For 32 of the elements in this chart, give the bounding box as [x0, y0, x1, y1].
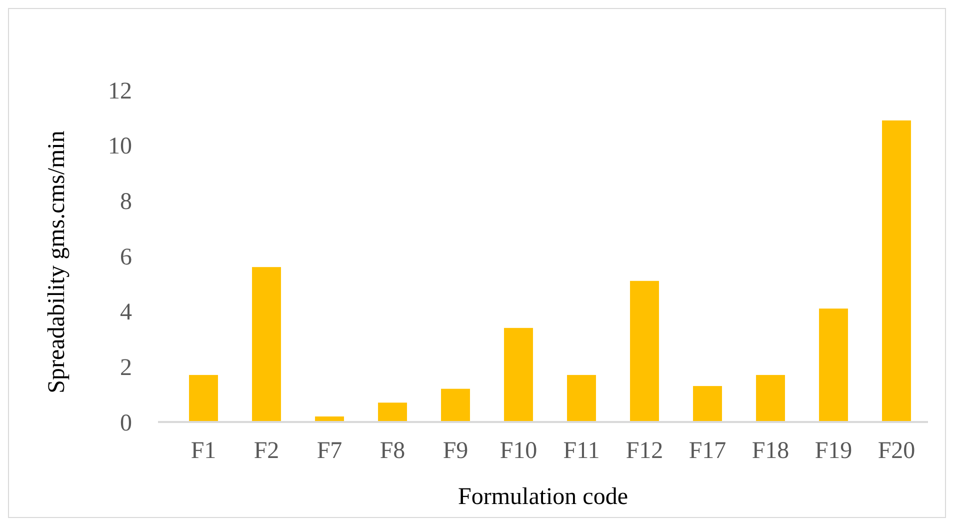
x-axis-title: Formulation code: [458, 484, 628, 510]
bar: [693, 386, 722, 422]
bar: [189, 374, 218, 422]
bar: [252, 267, 281, 422]
bar: [630, 280, 659, 422]
bar: [504, 328, 533, 422]
x-tick-label: F12: [626, 438, 664, 464]
y-tick-label: 6: [120, 244, 132, 270]
y-tick-label: 0: [120, 410, 132, 436]
y-tick-label: 10: [108, 134, 132, 160]
bar: [378, 402, 407, 422]
x-tick-label: F2: [254, 438, 280, 464]
bar: [882, 120, 911, 422]
bar: [819, 308, 848, 422]
bar: [567, 374, 596, 422]
x-tick-label: F17: [688, 438, 726, 464]
x-tick-label: F8: [380, 438, 406, 464]
y-tick-label: 4: [120, 300, 132, 326]
y-tick-label: 2: [120, 355, 132, 382]
x-tick-label: F7: [316, 438, 342, 464]
x-tick-label: F1: [190, 438, 216, 464]
x-tick-label: F10: [500, 438, 538, 464]
y-tick-label: 12: [108, 78, 132, 104]
bar: [756, 374, 785, 422]
y-axis-title: Spreadability gms.cms/min: [44, 130, 70, 394]
x-tick-label: F20: [878, 438, 916, 464]
x-tick-label: F18: [752, 438, 790, 464]
bar: [441, 388, 470, 422]
x-tick-label: F19: [814, 438, 852, 464]
x-tick-label: F9: [442, 438, 468, 464]
y-tick-label: 8: [120, 189, 132, 216]
x-tick-label: F11: [563, 438, 600, 464]
